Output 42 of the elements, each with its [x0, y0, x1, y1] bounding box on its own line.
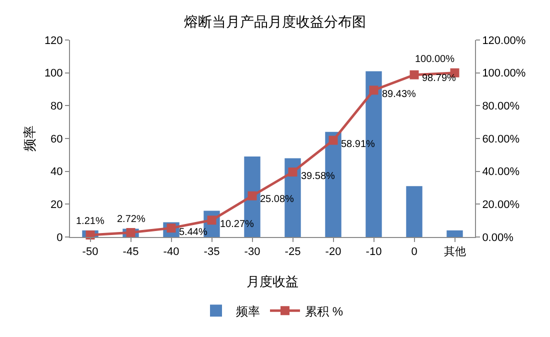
y2-tick-label: 100.00% — [482, 68, 526, 80]
x-tick-label: -45 — [122, 246, 139, 258]
y-tick-label: 0 — [56, 232, 63, 244]
point — [369, 86, 378, 95]
y2-tick-label: 120.00% — [482, 34, 526, 47]
bar — [406, 186, 422, 237]
data-label: 89.43% — [382, 89, 416, 100]
y-tick-label: 100 — [44, 68, 63, 80]
x-tick-label: -40 — [163, 246, 180, 258]
chart-title: 熔断当月产品月度收益分布图 — [184, 14, 366, 30]
x-tick-label: -20 — [325, 246, 342, 258]
point — [328, 136, 338, 145]
data-label: 1.21% — [76, 216, 104, 227]
data-label: 100.00% — [415, 54, 455, 65]
y-axis-title: 频率 — [22, 126, 37, 152]
y-tick-label: 80 — [50, 100, 63, 113]
y2-tick-label: 40.00% — [482, 166, 520, 178]
y-tick-label: 40 — [50, 166, 63, 178]
x-tick-label: -35 — [204, 246, 220, 258]
point — [410, 70, 419, 80]
bar — [446, 230, 463, 237]
x-tick-label: -10 — [366, 246, 382, 258]
x-tick-label: -30 — [244, 246, 260, 258]
legend-label: 累积 % — [305, 304, 344, 318]
x-tick-label: 其他 — [444, 245, 466, 258]
y-tick-label: 120 — [44, 34, 63, 47]
y2-tick-label: 60.00% — [482, 133, 520, 146]
y-tick-label: 20 — [50, 199, 63, 212]
y-tick-label: 60 — [50, 133, 63, 146]
point — [288, 168, 298, 177]
point — [126, 228, 136, 238]
y2-tick-label: 80.00% — [482, 100, 520, 113]
point — [248, 191, 257, 200]
x-tick-label: 0 — [411, 246, 418, 258]
y2-tick-label: 20.00% — [482, 199, 520, 212]
y2-tick-label: 0.00% — [482, 232, 514, 244]
legend-label: 频率 — [236, 304, 260, 318]
x-axis-title: 月度收益 — [246, 274, 298, 289]
data-label: 98.79% — [422, 73, 456, 84]
x-tick-label: -25 — [284, 246, 301, 258]
x-tick-label: -50 — [82, 246, 98, 258]
data-label: 2.72% — [117, 214, 146, 225]
